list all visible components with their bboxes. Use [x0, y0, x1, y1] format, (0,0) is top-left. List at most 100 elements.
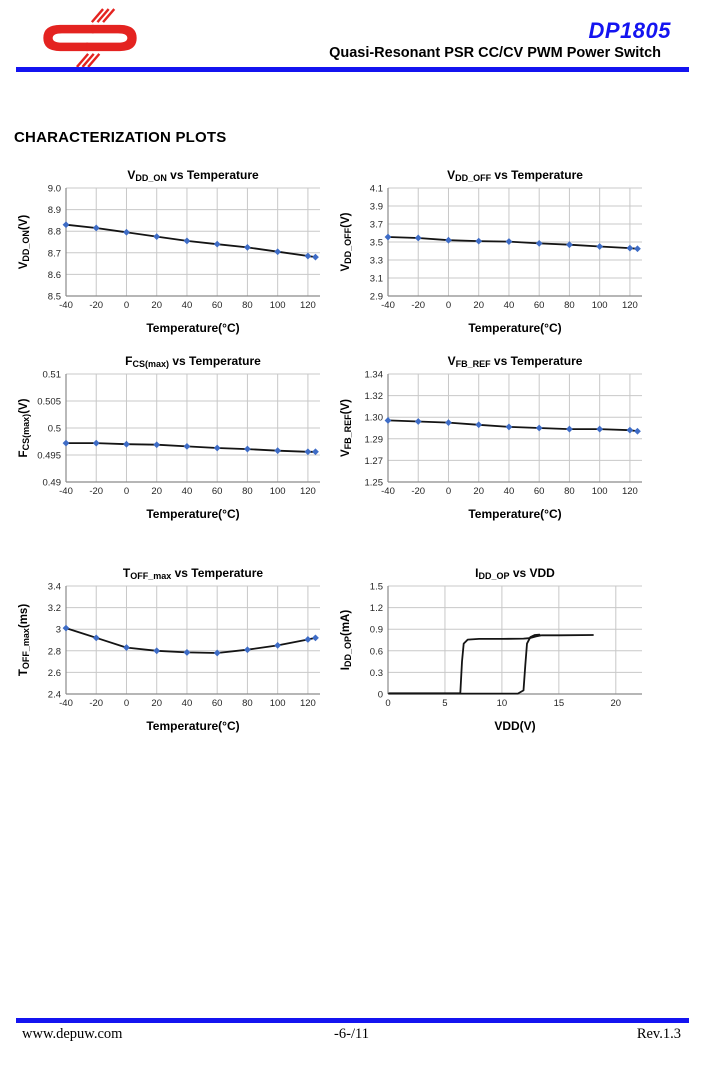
svg-text:VFB_REF vs Temperature: VFB_REF vs Temperature — [448, 354, 583, 369]
svg-text:20: 20 — [473, 300, 484, 311]
svg-text:20: 20 — [151, 486, 162, 497]
svg-text:VDD_ON(V): VDD_ON(V) — [18, 215, 31, 270]
fcs-max-vs-temperature-svg: 0.49 0.495 0.5 0.505 0.51 -40 -20 0 20 40 60 80 100 1… — [18, 354, 320, 521]
svg-text:40: 40 — [504, 486, 515, 497]
svg-text:80: 80 — [564, 486, 575, 497]
section-title: CHARACTERIZATION PLOTS — [14, 129, 227, 146]
svg-text:2.6: 2.6 — [48, 668, 61, 679]
svg-text:100: 100 — [270, 698, 286, 709]
svg-text:Temperature(°C): Temperature(°C) — [146, 719, 239, 733]
svg-text:VDD_ON vs Temperature: VDD_ON vs Temperature — [127, 168, 259, 183]
svg-text:0: 0 — [378, 690, 383, 701]
svg-text:40: 40 — [182, 300, 193, 311]
svg-text:8.8: 8.8 — [48, 227, 61, 238]
svg-text:-40: -40 — [381, 300, 395, 311]
svg-text:20: 20 — [611, 698, 622, 709]
svg-text:120: 120 — [300, 698, 316, 709]
svg-text:1.32: 1.32 — [365, 391, 384, 402]
svg-text:5: 5 — [442, 698, 447, 709]
svg-text:2.4: 2.4 — [48, 690, 61, 701]
vdd-off-vs-temperature-svg: 2.9 3.1 3.3 3.5 3.7 3.9 4.1 -40 -20 0 20 40 60 80 100 1… — [340, 168, 642, 335]
svg-text:-40: -40 — [59, 698, 73, 709]
svg-text:3.3: 3.3 — [370, 256, 383, 267]
svg-text:40: 40 — [182, 486, 193, 497]
svg-text:0: 0 — [124, 698, 129, 709]
svg-text:3.9: 3.9 — [370, 202, 383, 213]
svg-text:1.25: 1.25 — [365, 478, 384, 489]
svg-text:8.9: 8.9 — [48, 205, 61, 216]
svg-text:10: 10 — [497, 698, 508, 709]
svg-text:TOFF_max vs Temperature: TOFF_max vs Temperature — [123, 566, 264, 581]
toff-max-vs-temperature-svg: 2.4 2.6 2.8 3 3.2 3.4 -40 -20 0 20 40 60 80 100 120 TOF… — [18, 566, 320, 733]
svg-text:80: 80 — [242, 698, 253, 709]
svg-text:-40: -40 — [381, 486, 395, 497]
svg-text:IDD_OP vs VDD: IDD_OP vs VDD — [475, 566, 555, 581]
svg-text:0: 0 — [446, 300, 451, 311]
svg-text:0: 0 — [124, 300, 129, 311]
svg-text:1.27: 1.27 — [365, 456, 384, 467]
svg-text:-20: -20 — [89, 698, 103, 709]
svg-text:0.3: 0.3 — [370, 668, 383, 679]
footer: www.depuw.com -6-/11 Rev.1.3 — [0, 1026, 703, 1050]
svg-text:0.6: 0.6 — [370, 646, 383, 657]
svg-text:9.0: 9.0 — [48, 184, 61, 195]
svg-text:VFB_REF(V): VFB_REF(V) — [340, 399, 353, 457]
svg-text:-20: -20 — [411, 300, 425, 311]
svg-text:80: 80 — [564, 300, 575, 311]
svg-text:0.505: 0.505 — [37, 397, 61, 408]
svg-text:100: 100 — [592, 486, 608, 497]
svg-text:0.5: 0.5 — [48, 424, 61, 435]
document-subtitle: Quasi-Resonant PSR CC/CV PWM Power Switc… — [329, 45, 661, 61]
chart-vdd-on-vs-temperature: 8.5 8.6 8.7 8.8 8.9 9.0 -40 -20 0 20 40 60 80 100 120 V… — [16, 166, 332, 338]
footer-revision: Rev.1.3 — [636, 1026, 681, 1042]
chart-vfb-ref-vs-temperature: 1.25 1.27 1.29 1.30 1.32 1.34 -40 -20 0 20 40 60 80 1… — [338, 352, 654, 524]
company-logo — [43, 8, 137, 68]
svg-text:0.49: 0.49 — [43, 478, 62, 489]
svg-text:0: 0 — [446, 486, 451, 497]
svg-text:20: 20 — [473, 486, 484, 497]
svg-text:3.4: 3.4 — [48, 582, 61, 593]
svg-text:40: 40 — [504, 300, 515, 311]
svg-text:60: 60 — [212, 698, 223, 709]
svg-text:FCS(max)(V): FCS(max)(V) — [18, 398, 31, 457]
footer-divider — [16, 1018, 689, 1023]
svg-text:2.8: 2.8 — [48, 646, 61, 657]
svg-text:15: 15 — [554, 698, 565, 709]
svg-text:120: 120 — [300, 300, 316, 311]
vdd-on-vs-temperature-svg: 8.5 8.6 8.7 8.8 8.9 9.0 -40 -20 0 20 40 60 80 100 120 V… — [18, 168, 320, 335]
svg-text:8.6: 8.6 — [48, 270, 61, 281]
svg-text:60: 60 — [212, 300, 223, 311]
svg-text:80: 80 — [242, 300, 253, 311]
svg-text:40: 40 — [182, 698, 193, 709]
svg-text:20: 20 — [151, 300, 162, 311]
vfb-ref-vs-temperature-svg: 1.25 1.27 1.29 1.30 1.32 1.34 -40 -20 0 20 40 60 80 1… — [340, 354, 642, 521]
svg-text:-40: -40 — [59, 300, 73, 311]
svg-text:Temperature(°C): Temperature(°C) — [146, 507, 239, 521]
svg-text:1.29: 1.29 — [365, 434, 384, 445]
svg-text:100: 100 — [592, 300, 608, 311]
svg-text:1.30: 1.30 — [365, 413, 384, 424]
chart-fcs-max-vs-temperature: 0.49 0.495 0.5 0.505 0.51 -40 -20 0 20 40 60 80 100 1… — [16, 352, 332, 524]
svg-text:Temperature(°C): Temperature(°C) — [146, 321, 239, 335]
svg-text:1.2: 1.2 — [370, 603, 383, 614]
svg-text:IDD_OP(mA): IDD_OP(mA) — [340, 610, 353, 671]
svg-text:3.2: 3.2 — [48, 603, 61, 614]
svg-text:120: 120 — [300, 486, 316, 497]
chart-toff-max-vs-temperature: 2.4 2.6 2.8 3 3.2 3.4 -40 -20 0 20 40 60 80 100 120 TOF… — [16, 564, 332, 736]
svg-text:80: 80 — [242, 486, 253, 497]
svg-text:8.5: 8.5 — [48, 292, 61, 303]
svg-text:0.495: 0.495 — [37, 451, 61, 462]
svg-text:Temperature(°C): Temperature(°C) — [468, 507, 561, 521]
header-divider — [16, 67, 689, 72]
svg-text:120: 120 — [622, 300, 638, 311]
svg-text:0.51: 0.51 — [43, 370, 62, 381]
svg-text:TOFF_max(ms): TOFF_max(ms) — [18, 604, 31, 676]
svg-text:-20: -20 — [89, 486, 103, 497]
svg-text:3.7: 3.7 — [370, 220, 383, 231]
svg-text:-20: -20 — [89, 300, 103, 311]
svg-text:3.1: 3.1 — [370, 274, 383, 285]
svg-text:3: 3 — [56, 625, 61, 636]
svg-text:FCS(max) vs Temperature: FCS(max) vs Temperature — [125, 354, 261, 369]
footer-website: www.depuw.com — [22, 1026, 123, 1042]
